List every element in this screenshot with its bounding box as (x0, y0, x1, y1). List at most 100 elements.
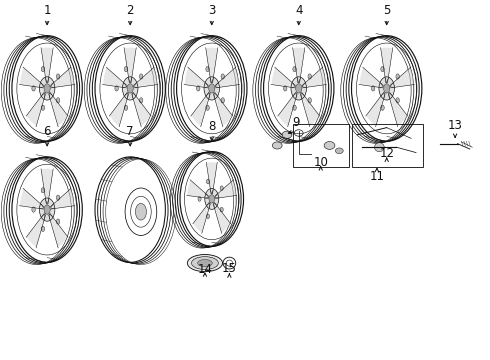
Text: 4: 4 (295, 4, 302, 17)
Ellipse shape (127, 84, 133, 93)
Text: 11: 11 (369, 170, 385, 183)
Ellipse shape (197, 260, 212, 267)
Ellipse shape (396, 98, 399, 103)
Ellipse shape (295, 84, 302, 93)
Polygon shape (20, 68, 44, 88)
Ellipse shape (272, 142, 282, 149)
Polygon shape (293, 48, 305, 83)
Polygon shape (215, 68, 239, 88)
Polygon shape (206, 162, 217, 194)
Ellipse shape (283, 86, 287, 91)
Ellipse shape (139, 74, 143, 79)
Ellipse shape (206, 214, 210, 219)
Ellipse shape (384, 84, 390, 93)
Polygon shape (366, 92, 385, 126)
Ellipse shape (308, 74, 312, 79)
Ellipse shape (39, 77, 55, 100)
Polygon shape (49, 213, 68, 247)
Polygon shape (103, 68, 127, 88)
Polygon shape (133, 68, 157, 88)
Ellipse shape (139, 98, 143, 103)
Polygon shape (26, 213, 46, 247)
Polygon shape (41, 169, 53, 204)
Ellipse shape (308, 98, 312, 103)
Polygon shape (215, 180, 236, 198)
Text: 8: 8 (208, 120, 216, 132)
Ellipse shape (41, 105, 45, 111)
Polygon shape (20, 189, 44, 209)
Ellipse shape (379, 77, 394, 100)
Ellipse shape (324, 141, 335, 149)
Ellipse shape (371, 86, 375, 91)
Bar (293, 124, 349, 167)
Text: 14: 14 (197, 262, 213, 275)
Polygon shape (193, 202, 210, 233)
Polygon shape (191, 92, 210, 126)
Ellipse shape (374, 143, 384, 152)
Text: 2: 2 (126, 4, 134, 17)
Ellipse shape (135, 203, 147, 220)
Polygon shape (50, 68, 74, 88)
Ellipse shape (56, 219, 60, 224)
Ellipse shape (187, 255, 222, 272)
Ellipse shape (381, 105, 384, 111)
Ellipse shape (282, 131, 292, 138)
Ellipse shape (41, 226, 45, 231)
Text: 9: 9 (292, 116, 299, 129)
Ellipse shape (220, 186, 223, 190)
Polygon shape (271, 68, 295, 88)
Ellipse shape (293, 105, 296, 111)
Polygon shape (187, 180, 209, 198)
Text: 13: 13 (448, 119, 463, 132)
Text: 5: 5 (383, 4, 391, 17)
Polygon shape (381, 48, 392, 83)
Ellipse shape (396, 74, 399, 79)
Polygon shape (302, 68, 326, 88)
Ellipse shape (32, 86, 35, 91)
Ellipse shape (124, 67, 128, 72)
Ellipse shape (56, 74, 60, 79)
Polygon shape (206, 48, 218, 83)
Text: 10: 10 (313, 156, 328, 168)
Ellipse shape (221, 74, 224, 79)
Polygon shape (185, 68, 208, 88)
Ellipse shape (221, 98, 224, 103)
Polygon shape (26, 92, 46, 126)
Polygon shape (124, 48, 136, 83)
Polygon shape (278, 92, 297, 126)
Ellipse shape (56, 195, 60, 200)
Ellipse shape (335, 148, 343, 154)
Polygon shape (41, 48, 53, 83)
Ellipse shape (291, 77, 306, 100)
Polygon shape (213, 202, 230, 233)
Ellipse shape (198, 197, 201, 201)
Text: 12: 12 (379, 147, 394, 160)
Polygon shape (388, 92, 407, 126)
Polygon shape (132, 92, 150, 126)
Bar (352, 124, 423, 167)
Ellipse shape (206, 179, 210, 184)
Text: 15: 15 (222, 262, 237, 275)
Ellipse shape (41, 188, 45, 193)
Text: 6: 6 (43, 125, 51, 138)
Ellipse shape (56, 98, 60, 103)
Ellipse shape (381, 67, 384, 72)
Polygon shape (360, 68, 383, 88)
Ellipse shape (293, 67, 296, 72)
Text: 1: 1 (43, 4, 51, 17)
Ellipse shape (206, 67, 209, 72)
Ellipse shape (115, 86, 119, 91)
Ellipse shape (122, 77, 138, 100)
Polygon shape (50, 189, 74, 209)
Ellipse shape (124, 105, 128, 111)
Ellipse shape (205, 189, 219, 210)
Ellipse shape (204, 77, 220, 100)
Polygon shape (213, 92, 232, 126)
Ellipse shape (209, 84, 215, 93)
Ellipse shape (209, 195, 215, 203)
Ellipse shape (39, 198, 55, 221)
Text: 3: 3 (208, 4, 216, 17)
Ellipse shape (196, 86, 200, 91)
Ellipse shape (44, 205, 50, 214)
Ellipse shape (44, 84, 50, 93)
